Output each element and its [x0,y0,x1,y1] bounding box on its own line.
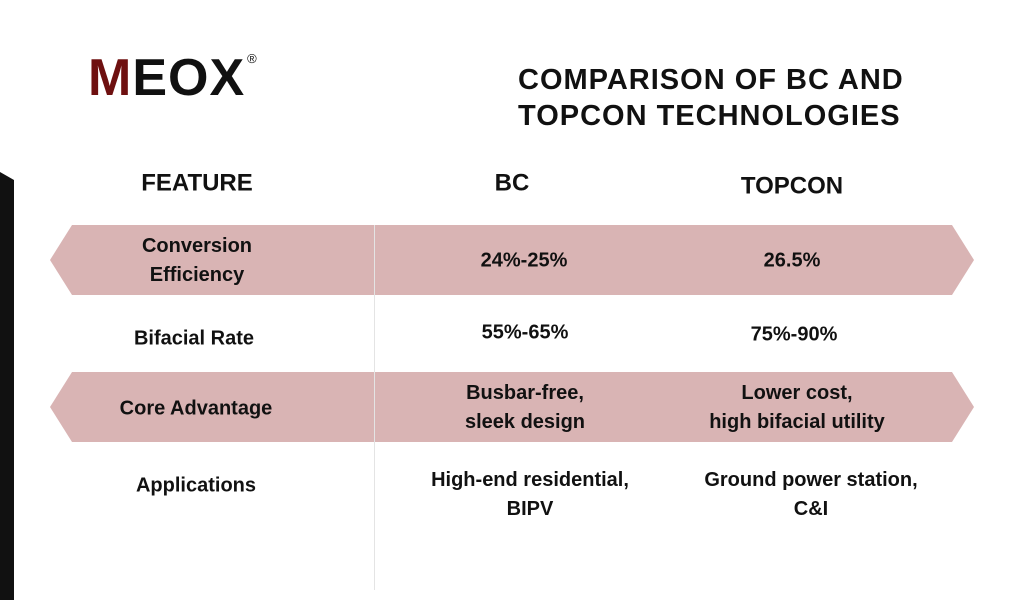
logo-mark: ® [247,51,258,66]
side-bar [0,172,14,600]
logo-rest: EOX [132,49,246,107]
topcon-cell: Ground power station, C&I [704,469,918,520]
bc-cell: 24%-25% [480,249,568,272]
feature-cell: Core Advantage [119,397,273,420]
feature-cell: Applications [135,474,256,497]
logo: MEOX ® [88,52,258,104]
column-divider [374,225,375,590]
topcon-cell: 26.5% [763,249,821,272]
header-cell: BC [494,169,530,197]
feature-cell: Bifacial Rate [133,327,255,350]
topcon-cell: Lower cost, high bifacial utility [709,382,885,433]
bc-cell: Busbar-free, sleek design [464,382,586,433]
row-band [50,372,974,442]
header-cell: TOPCON [740,172,844,200]
topcon-cell: 75%-90% [750,323,838,346]
bc-cell: High-end residential, BIPV [431,469,629,520]
feature-cell: Conversion Efficiency [141,235,253,286]
row-band [50,225,974,295]
header-cell: FEATURE [141,169,253,197]
bc-cell: 55%-65% [481,321,569,344]
title: COMPARISON OF BC AND TOPCON TECHNOLOGIES [518,64,904,132]
logo-first: M [88,49,133,107]
